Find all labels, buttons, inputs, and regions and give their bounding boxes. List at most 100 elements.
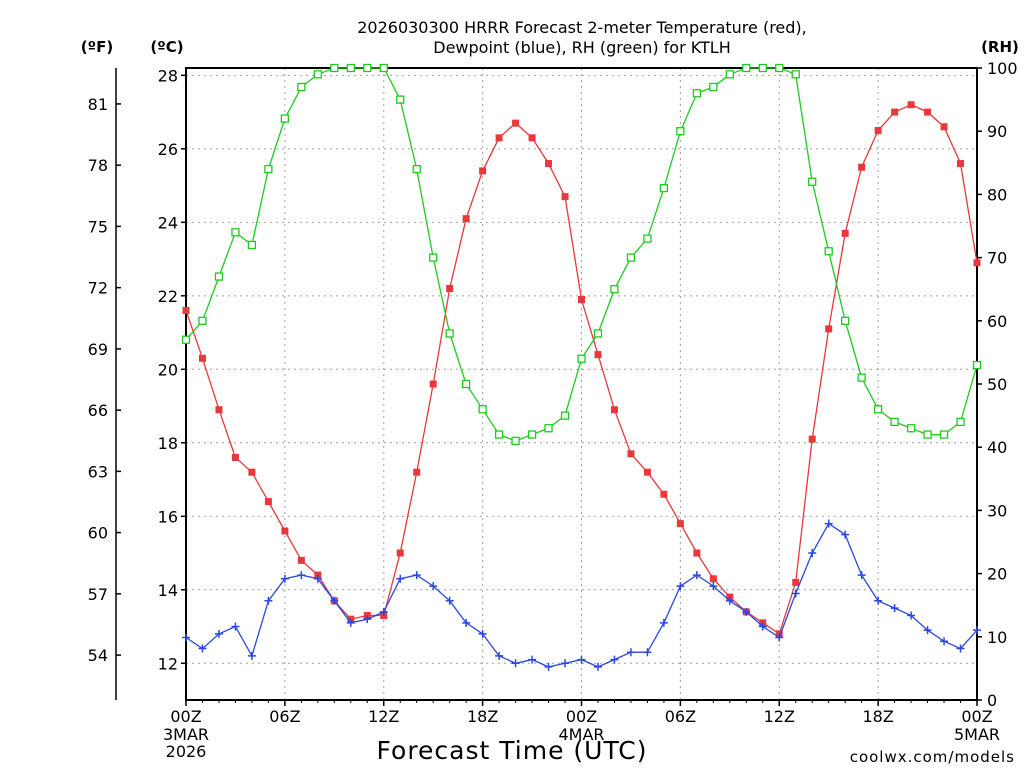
dewpoint-point [297, 571, 306, 580]
rh-tick-label: 10 [987, 628, 1007, 647]
dewpoint-point [478, 629, 487, 638]
rh-point [198, 316, 207, 325]
dewpoint-point [610, 655, 619, 664]
temperature-point [627, 450, 635, 458]
temperature-point [429, 380, 437, 388]
dewpoint-point [709, 582, 718, 591]
x-tick-label: 00Z [170, 707, 201, 726]
temperature-point [907, 101, 915, 109]
temperature-point [709, 575, 717, 583]
rh-point [511, 436, 520, 446]
rh-point [709, 82, 718, 92]
dewpoint-point [445, 596, 454, 605]
temperature-point [891, 108, 899, 116]
temperature-point [792, 578, 800, 586]
temperature-point [808, 435, 816, 443]
rh-tick-label: 100 [987, 59, 1018, 78]
rh-point [330, 63, 339, 73]
temperature-point [858, 163, 866, 171]
dewpoint-point [495, 651, 504, 660]
dewpoint-point [198, 644, 207, 653]
dewpoint-point [528, 655, 537, 664]
rh-point [544, 424, 553, 433]
temperature-point [578, 295, 585, 303]
dewpoint-point [758, 622, 767, 631]
celsius-tick-label: 20 [158, 360, 178, 379]
temperature-point [297, 556, 305, 564]
temperature-point [231, 453, 239, 461]
dewpoint-point [874, 596, 883, 605]
temperature-point [594, 351, 602, 359]
temperature-point [676, 520, 684, 528]
fahrenheit-tick-label: 66 [88, 401, 108, 420]
rh-point [231, 228, 240, 237]
dewpoint-point [182, 633, 190, 642]
rh-point [808, 177, 817, 186]
rh-tick-label: 60 [987, 312, 1007, 331]
rh-point [873, 405, 883, 414]
temperature-point [182, 307, 190, 315]
x-axis-title: Forecast Time (UTC) [377, 736, 648, 765]
rh-point [692, 89, 702, 98]
celsius-tick-label: 14 [158, 581, 178, 600]
temperature-point [446, 284, 454, 292]
temperature-point [841, 229, 849, 237]
fahrenheit-tick-label: 60 [88, 524, 108, 543]
x-date-label: 3MAR [163, 725, 209, 744]
rh-point [363, 63, 372, 73]
dewpoint-point [511, 659, 520, 668]
dewpoint-point [396, 574, 405, 583]
x-tick-label: 06Z [665, 707, 696, 726]
rh-point [857, 373, 866, 382]
x-tick-label: 00Z [961, 707, 992, 726]
dewpoint-point [857, 571, 866, 580]
rh-tick-label: 20 [987, 565, 1007, 584]
temperature-point [479, 167, 487, 175]
temperature-point [215, 406, 223, 414]
rh-point [791, 70, 800, 79]
dewpoint-point [330, 596, 339, 605]
fahrenheit-tick-label: 63 [88, 462, 108, 481]
dewpoint-point [264, 596, 273, 605]
temperature-point [957, 160, 965, 168]
dewpoint-point [923, 626, 932, 635]
rh-point [923, 430, 932, 439]
dewpoint-point [231, 622, 240, 631]
dewpoint-point [808, 549, 817, 558]
chart-title-line1: 2026030300 HRRR Forecast 2-meter Tempera… [357, 18, 807, 37]
series-layer [181, 63, 982, 671]
rh-point [494, 430, 504, 439]
rh-point [890, 417, 899, 427]
dewpoint-point [561, 659, 570, 668]
rh-point [346, 63, 355, 73]
rh-point [214, 272, 224, 281]
rh-tick-label: 80 [987, 185, 1007, 204]
rh-point [429, 253, 438, 262]
grid [186, 68, 977, 700]
plot-frame [185, 67, 978, 701]
temperature-point [825, 325, 833, 333]
fahrenheit-tick-label: 54 [88, 646, 108, 665]
rh-point [264, 164, 273, 174]
dewpoint-point [429, 582, 438, 591]
x-tick-label: 18Z [862, 707, 893, 726]
dewpoint-point [692, 571, 701, 580]
temperature-point [874, 126, 882, 134]
temperature-point [528, 134, 536, 142]
temperature-point [973, 259, 981, 267]
dewpoint-point [577, 655, 586, 664]
rh-point [478, 405, 487, 414]
rh-tick-label: 40 [987, 438, 1007, 457]
fahrenheit-tick-label: 69 [88, 340, 108, 359]
rh-tick-label: 90 [987, 122, 1007, 141]
dewpoint-point [462, 618, 471, 627]
dewpoint-point [626, 648, 635, 657]
fahrenheit-axis-unit: (ºF) [81, 38, 113, 56]
temperature-point [643, 468, 651, 476]
rh-point [593, 329, 603, 338]
celsius-tick-label: 24 [158, 213, 178, 232]
celsius-tick-label: 22 [158, 287, 178, 306]
rh-point [461, 379, 471, 389]
dewpoint-point [725, 596, 734, 605]
rh-point [758, 63, 767, 73]
